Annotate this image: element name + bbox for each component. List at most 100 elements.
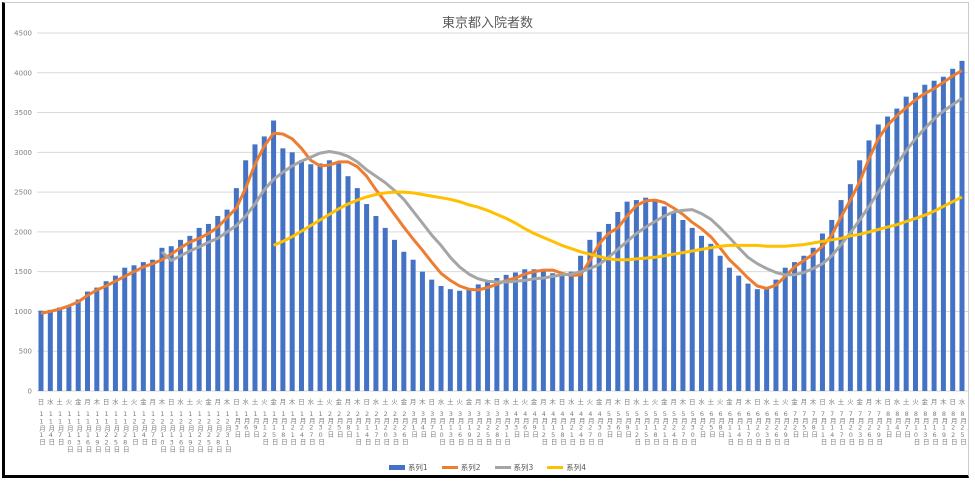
bar	[671, 212, 677, 391]
bar	[122, 267, 128, 391]
x-weekday-label: 火	[261, 398, 268, 406]
x-weekday-label: 水	[893, 398, 901, 406]
bar	[838, 200, 844, 391]
bar	[457, 290, 463, 391]
y-tick-label: 4000	[14, 69, 32, 77]
x-tick-label: 8月10日	[911, 410, 920, 445]
y-tick-label: 4500	[14, 30, 32, 38]
x-tick-label: 5月30日	[688, 410, 697, 445]
bar	[289, 152, 295, 391]
x-tick-label: 7月11日	[818, 410, 827, 445]
x-tick-label: 12月28日	[214, 410, 223, 452]
x-tick-label: 7月5日	[800, 410, 809, 437]
x-weekday-label: 木	[484, 398, 491, 406]
bar	[252, 144, 258, 391]
bar	[271, 120, 277, 391]
x-tick-label: 6月11日	[725, 410, 734, 445]
legend-label: 系列4	[566, 463, 587, 472]
bar	[392, 239, 398, 391]
x-weekday-label: 日	[493, 398, 501, 406]
x-weekday-label: 月	[735, 398, 742, 406]
bar	[224, 209, 230, 391]
x-tick-label: 1月9日	[251, 410, 260, 437]
bar	[317, 163, 323, 391]
x-tick-label: 11月7日	[56, 410, 65, 445]
x-tick-label: 1月30日	[316, 410, 325, 445]
x-weekday-label: 金	[530, 398, 538, 406]
x-weekday-label: 日	[558, 398, 566, 406]
x-weekday-label: 木	[940, 398, 947, 406]
x-weekday-label: 土	[381, 398, 389, 406]
bar	[624, 201, 630, 391]
bar	[205, 223, 211, 391]
bar	[364, 204, 370, 391]
x-tick-label: 11月4日	[46, 410, 55, 445]
x-tick-label: 3月13日	[446, 410, 455, 445]
x-weekday-label: 木	[875, 398, 882, 406]
legend-item-series1: 系列1	[388, 462, 428, 473]
x-tick-label: 12月16日	[177, 410, 186, 452]
x-weekday-label: 金	[726, 398, 733, 406]
x-tick-label: 6月2日	[698, 410, 706, 437]
bar	[522, 269, 528, 391]
x-tick-label: 2月5日	[335, 410, 344, 437]
bar	[810, 247, 816, 391]
bar	[819, 233, 825, 391]
x-tick-label: 2月20日	[381, 410, 390, 445]
x-weekday-label: 日	[102, 398, 110, 406]
bar	[568, 271, 574, 391]
bar	[57, 307, 63, 391]
x-tick-label: 3月22日	[474, 410, 483, 445]
x-tick-label: 3月4日	[418, 410, 427, 437]
x-weekday-label: 月	[474, 398, 482, 406]
x-tick-label: 4月15日	[549, 410, 558, 445]
y-tick-label: 500	[19, 348, 32, 356]
x-weekday-label: 木	[158, 398, 166, 406]
legend-label: 系列2	[460, 463, 481, 472]
x-tick-label: 8月22日	[949, 410, 958, 445]
x-tick-label: 11月22日	[102, 410, 111, 452]
x-tick-label: 7月23日	[856, 410, 865, 445]
x-tick-label: 1月6日	[242, 410, 251, 437]
x-weekday-label: 金	[921, 398, 929, 406]
x-tick-label: 4月24日	[577, 410, 586, 445]
x-weekday-label: 月	[670, 398, 677, 406]
bar	[494, 278, 500, 391]
bar	[131, 265, 137, 391]
x-weekday-label: 水	[307, 398, 315, 406]
bar	[112, 275, 118, 391]
bar	[866, 140, 872, 391]
bar	[159, 247, 165, 391]
bar	[903, 96, 909, 392]
bar	[578, 255, 584, 391]
x-weekday-label: 木	[679, 398, 687, 406]
chart-frame	[2, 2, 969, 478]
bar	[94, 287, 100, 391]
bar	[85, 291, 91, 391]
x-weekday-label: 月	[605, 398, 612, 406]
x-tick-label: 8月13日	[921, 410, 930, 445]
y-tick-label: 0	[28, 388, 32, 396]
bar	[410, 259, 416, 391]
x-tick-label: 5月12日	[632, 410, 641, 445]
x-tick-label: 6月29日	[781, 410, 790, 445]
bar	[615, 212, 621, 391]
x-tick-label: 12月1日	[130, 410, 139, 445]
x-tick-label: 8月25日	[958, 410, 967, 445]
x-tick-label: 8月4日	[893, 410, 902, 437]
x-tick-label: 5月18日	[651, 410, 660, 445]
bar	[950, 68, 956, 392]
x-tick-label: 12月31日	[223, 410, 232, 452]
bar	[168, 246, 174, 391]
x-tick-label: 6月8日	[716, 410, 725, 437]
x-tick-label: 5月27日	[679, 410, 688, 445]
x-weekday-label: 金	[465, 398, 473, 406]
x-weekday-label: 水	[763, 398, 770, 406]
x-weekday-label: 金	[400, 398, 408, 406]
legend-swatch	[388, 465, 405, 470]
x-weekday-label: 木	[354, 398, 361, 406]
x-tick-label: 4月9日	[530, 410, 539, 437]
x-weekday-label: 水	[958, 398, 966, 406]
bar	[354, 188, 360, 391]
